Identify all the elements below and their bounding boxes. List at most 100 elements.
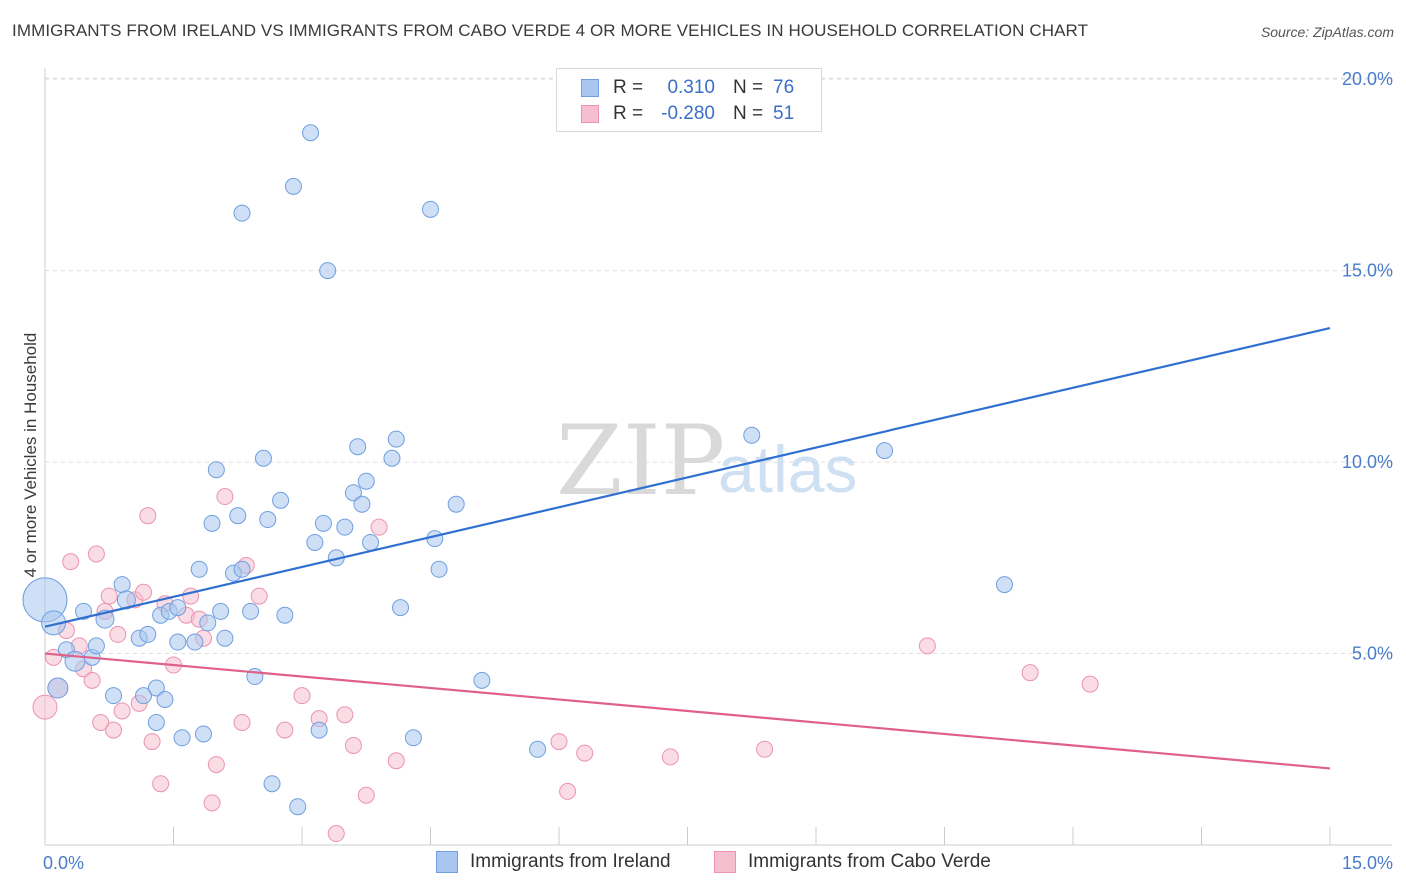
cabo-verde-point	[387, 752, 405, 770]
cabo-verde-point	[756, 740, 774, 758]
series-swatch-pink	[714, 851, 736, 873]
zipatlas-watermark: ZIP atlas	[556, 405, 857, 517]
cabo-verde-point	[216, 488, 234, 506]
cabo-verde-point	[32, 694, 58, 720]
x-tick-label: 15.0%	[1342, 853, 1393, 873]
ireland-point	[447, 495, 465, 513]
y-tick-label: 20.0%	[1342, 69, 1393, 89]
ireland-point	[254, 449, 272, 467]
cabo-verde-point	[87, 545, 105, 563]
series-label-ireland: Immigrants from Ireland	[470, 851, 671, 872]
y-axis-title: 4 or more Vehicles in Household	[21, 333, 40, 578]
ireland-point	[362, 533, 380, 551]
ireland-point	[302, 124, 320, 142]
ireland-point	[357, 472, 375, 490]
ireland-point	[156, 690, 174, 708]
ireland-point	[194, 725, 212, 743]
legend-n-label: N =	[733, 103, 764, 124]
cabo-verde-point	[276, 721, 294, 739]
cabo-verde-point	[550, 733, 568, 751]
ireland-points	[22, 124, 1013, 816]
ireland-point	[203, 514, 221, 532]
ireland-point	[242, 602, 260, 620]
tick-labels: 5.0% 10.0% 15.0% 20.0% 0.0% 15.0%	[43, 69, 1393, 873]
ireland-point	[353, 495, 371, 513]
cabo-verde-point	[62, 553, 80, 571]
ireland-point	[64, 650, 86, 672]
ireland-point	[404, 729, 422, 747]
legend-r-label: R =	[613, 77, 644, 98]
ireland-point	[135, 687, 153, 705]
ireland-point	[113, 576, 131, 594]
series-legend: Immigrants from Ireland Immigrants from …	[0, 851, 1406, 879]
ireland-point	[426, 530, 444, 548]
cabo-verde-point	[105, 721, 123, 739]
y-tick-label: 10.0%	[1342, 452, 1393, 472]
cabo-verde-point	[152, 775, 170, 793]
cabo-verde-point	[135, 583, 153, 601]
watermark-zip: ZIP	[556, 405, 725, 517]
ireland-point	[233, 560, 251, 578]
series-swatch-blue	[436, 851, 458, 873]
ireland-point	[383, 449, 401, 467]
cabo-verde-point	[344, 736, 362, 754]
cabo-verde-point	[370, 518, 388, 536]
ireland-point	[529, 740, 547, 758]
cabo-verde-point	[327, 825, 345, 843]
ireland-point	[229, 507, 247, 525]
ireland-point	[147, 713, 165, 731]
cabo-verde-point	[207, 756, 225, 774]
ireland-point	[105, 687, 123, 705]
ireland-point	[473, 671, 491, 689]
cabo-verde-point	[293, 687, 311, 705]
legend-row-cabo-verde: R = -0.280 N = 51	[581, 102, 794, 126]
ireland-point	[199, 614, 217, 632]
ireland-point	[392, 599, 410, 617]
ireland-point	[743, 426, 761, 444]
ireland-point	[995, 576, 1013, 594]
cabo-verde-point	[918, 637, 936, 655]
cabo-verde-point	[1081, 675, 1099, 693]
ireland-point	[319, 262, 337, 280]
ireland-point	[314, 514, 332, 532]
legend-n-value: 51	[773, 103, 795, 124]
cabo-verde-point	[109, 625, 127, 643]
trend-lines	[44, 326, 1331, 770]
legend-r-value: 0.310	[667, 77, 715, 98]
cabo-verde-point	[233, 713, 251, 731]
ireland-point	[272, 491, 290, 509]
ireland-point	[306, 533, 324, 551]
ireland-point	[430, 560, 448, 578]
legend-row-ireland: R = 0.310 N = 76	[581, 76, 794, 100]
cabo-verde-point	[203, 794, 221, 812]
legend-n-label: N =	[733, 77, 764, 98]
cabo-verde-point	[250, 587, 268, 605]
ireland-point	[216, 629, 234, 647]
x-tick-label: 0.0%	[43, 853, 84, 873]
ireland-point	[190, 560, 208, 578]
cabo-verde-trend-line	[44, 652, 1331, 770]
ireland-point	[212, 602, 230, 620]
ireland-point	[173, 729, 191, 747]
ireland-point	[207, 461, 225, 479]
legend-r-label: R =	[613, 103, 644, 124]
cabo-verde-point	[357, 786, 375, 804]
ireland-point	[289, 798, 307, 816]
ireland-point	[87, 637, 105, 655]
cabo-verde-point	[559, 782, 577, 800]
ireland-point	[336, 518, 354, 536]
series-label-cabo-verde: Immigrants from Cabo Verde	[748, 851, 991, 872]
ireland-trend-line	[44, 326, 1331, 628]
ireland-point	[259, 511, 277, 529]
legend-n-value: 76	[773, 77, 795, 98]
ireland-point	[169, 599, 187, 617]
source-credit: Source: ZipAtlas.com	[1260, 24, 1394, 40]
ireland-point	[139, 625, 157, 643]
y-tick-label: 5.0%	[1352, 644, 1393, 664]
y-tick-label: 15.0%	[1342, 261, 1393, 281]
correlation-legend: R = 0.310 N = 76 R = -0.280 N = 51	[556, 68, 822, 132]
ireland-point	[284, 177, 302, 195]
cabo-verde-point	[113, 702, 131, 720]
ireland-point	[186, 633, 204, 651]
